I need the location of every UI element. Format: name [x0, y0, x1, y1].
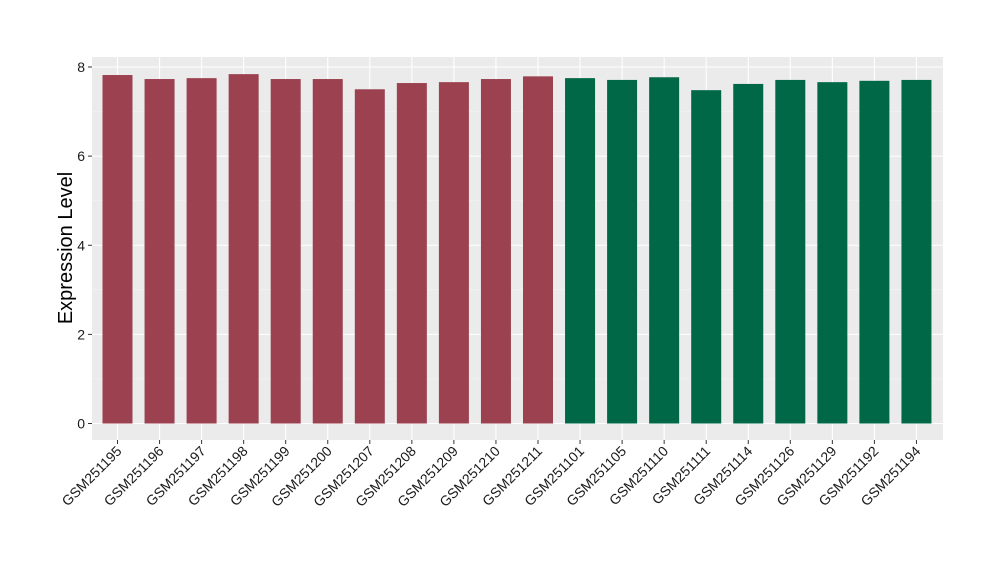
bar-GSM251211: [523, 76, 553, 424]
bar-GSM251114: [733, 83, 764, 424]
bar-GSM251207: [354, 89, 385, 424]
bar-GSM251196: [144, 79, 175, 424]
bar-GSM251197: [186, 78, 217, 424]
y-tick-label: 4: [77, 237, 85, 253]
bar-GSM251101: [565, 78, 596, 424]
bar-GSM251195: [102, 75, 133, 424]
y-axis-title: Expression Level: [55, 172, 77, 324]
y-axis: 0 2 4 6 8: [77, 59, 92, 432]
bar-GSM251208: [396, 83, 427, 424]
y-tick-label: 0: [77, 416, 85, 432]
plot-panel: [92, 57, 943, 440]
bar-GSM251194: [901, 79, 932, 424]
bar-GSM251129: [817, 82, 848, 424]
y-tick-label: 2: [77, 326, 85, 342]
bar-GSM251111: [691, 90, 722, 424]
bar-GSM251126: [775, 79, 806, 424]
bar-GSM251200: [312, 79, 343, 424]
bar-GSM251209: [438, 82, 469, 424]
bar-GSM251105: [607, 79, 638, 424]
bar-GSM251199: [270, 79, 301, 424]
bars: [102, 74, 932, 424]
bar-GSM251192: [859, 80, 890, 424]
bar-GSM251210: [480, 79, 511, 424]
bar-GSM251110: [649, 77, 680, 424]
bar-GSM251198: [228, 74, 259, 424]
x-axis: GSM251195GSM251196GSM251197GSM251198GSM2…: [58, 440, 924, 510]
y-tick-label: 6: [77, 148, 85, 164]
y-tick-label: 8: [77, 59, 85, 75]
